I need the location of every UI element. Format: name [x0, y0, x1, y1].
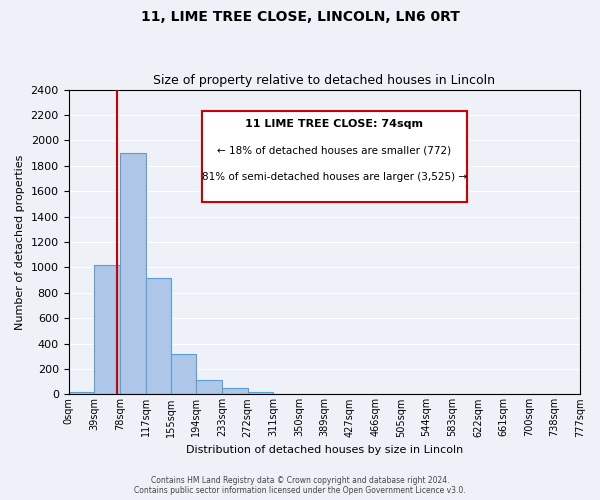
Bar — [94, 265, 120, 394]
Bar — [170, 354, 196, 395]
Bar — [222, 388, 248, 394]
Title: Size of property relative to detached houses in Lincoln: Size of property relative to detached ho… — [153, 74, 495, 87]
Text: 11, LIME TREE CLOSE, LINCOLN, LN6 0RT: 11, LIME TREE CLOSE, LINCOLN, LN6 0RT — [140, 10, 460, 24]
Text: 11 LIME TREE CLOSE: 74sqm: 11 LIME TREE CLOSE: 74sqm — [245, 118, 424, 128]
X-axis label: Distribution of detached houses by size in Lincoln: Distribution of detached houses by size … — [185, 445, 463, 455]
Y-axis label: Number of detached properties: Number of detached properties — [15, 154, 25, 330]
Text: 81% of semi-detached houses are larger (3,525) →: 81% of semi-detached houses are larger (… — [202, 172, 467, 182]
Bar — [120, 153, 146, 394]
FancyBboxPatch shape — [202, 111, 467, 202]
Bar — [248, 392, 273, 394]
Bar — [196, 380, 222, 394]
Bar — [68, 392, 94, 394]
Bar — [146, 278, 170, 394]
Text: Contains HM Land Registry data © Crown copyright and database right 2024.
Contai: Contains HM Land Registry data © Crown c… — [134, 476, 466, 495]
Text: ← 18% of detached houses are smaller (772): ← 18% of detached houses are smaller (77… — [217, 146, 452, 156]
